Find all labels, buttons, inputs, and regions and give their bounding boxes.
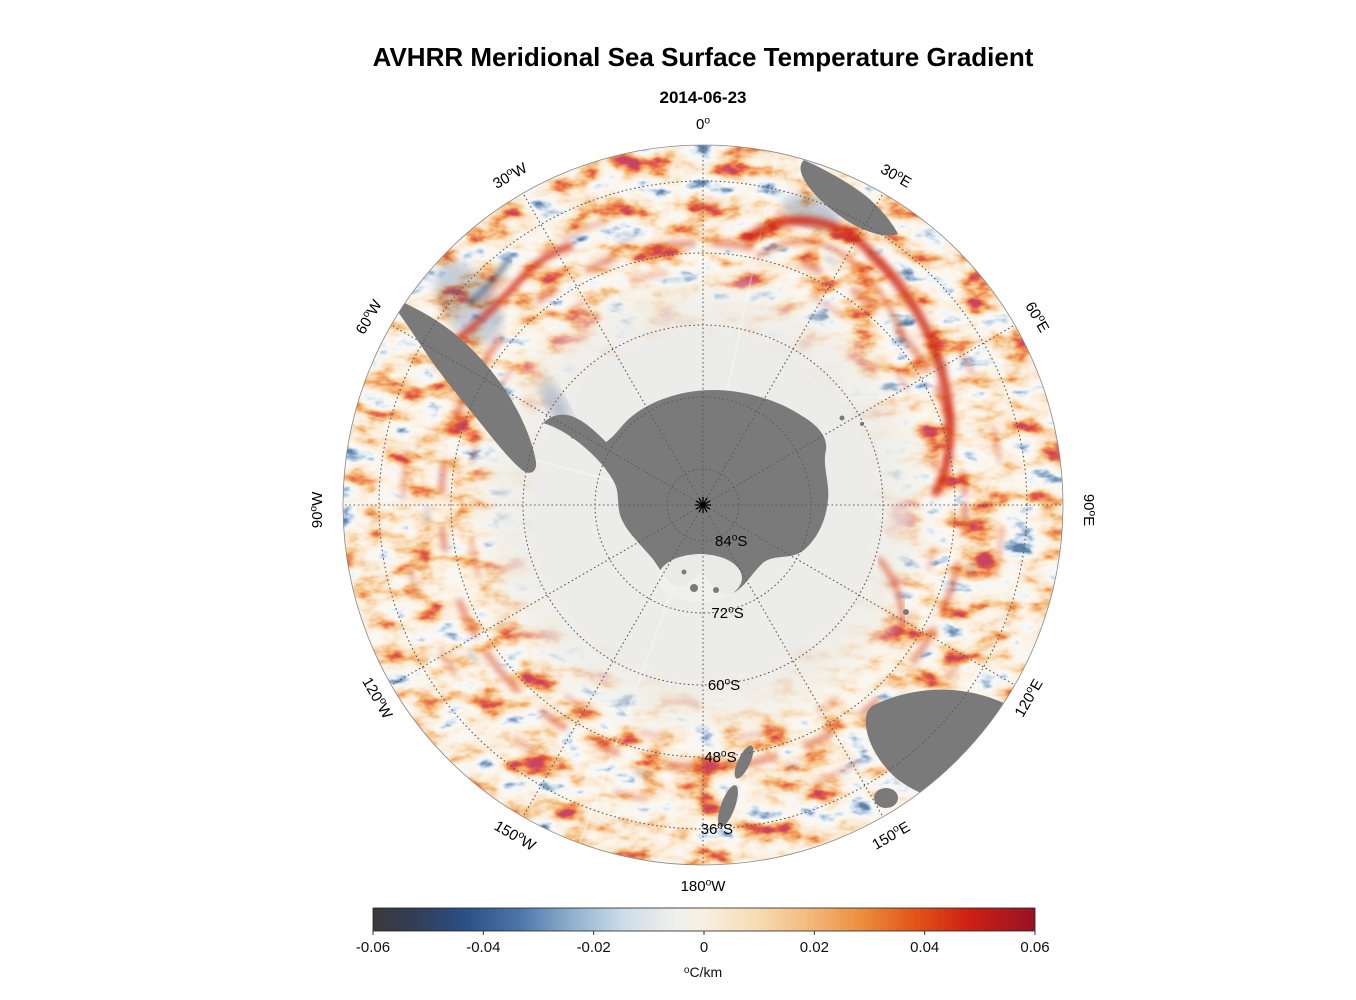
colorbar-tick-label: 0 xyxy=(700,939,708,956)
island-south-shetland xyxy=(570,433,576,439)
longitude-label: 180oW xyxy=(681,877,727,895)
colorbar-tick-label: -0.06 xyxy=(356,939,390,956)
latitude-ring xyxy=(666,468,740,542)
colorbar-unit-label: oC/km xyxy=(684,964,722,980)
latitude-ring xyxy=(522,324,884,686)
land-south-america xyxy=(392,300,537,473)
latitude-label: 84oS xyxy=(715,532,747,550)
longitude-label: 60oE xyxy=(1021,299,1053,336)
colorbar-gradient xyxy=(372,907,1036,932)
longitude-spoke xyxy=(522,192,704,506)
colorbar-ticks: -0.06 -0.04 -0.02 0 0.02 0.04 0.06 xyxy=(356,931,1050,956)
latitude-label: 72oS xyxy=(711,604,743,622)
longitude-label: 30oE xyxy=(877,160,914,192)
longitude-spoke xyxy=(702,192,884,506)
longitude-label: 90oE xyxy=(1080,494,1098,526)
longitude-spoke xyxy=(702,504,1016,686)
land-tasmania xyxy=(874,788,898,808)
island-kerguelen xyxy=(903,609,909,615)
longitude-label: 90oW xyxy=(308,491,326,528)
colorbar-tick-label: 0.06 xyxy=(1020,939,1049,956)
colorbar-tick-label: -0.04 xyxy=(466,939,500,956)
latitude-label: 36oS xyxy=(701,820,733,838)
confluence-front xyxy=(448,242,574,348)
latitude-ring xyxy=(378,180,1028,830)
pole-marker xyxy=(695,497,711,513)
latitude-ring xyxy=(450,252,956,758)
ross-ice-shelf xyxy=(658,554,742,602)
island-crozet xyxy=(839,415,845,421)
colorbar-tick-label: 0.04 xyxy=(910,939,939,956)
longitude-spoke xyxy=(390,324,704,506)
longitude-spoke xyxy=(702,324,1016,506)
latitude-label: 60oS xyxy=(708,676,740,694)
latitude-label: 48oS xyxy=(704,748,736,766)
longitude-spoke xyxy=(522,504,704,818)
land-antarctica xyxy=(543,390,829,595)
agulhas-front xyxy=(743,216,955,497)
figure-date: 2014-06-23 xyxy=(659,88,747,107)
frontal-features xyxy=(448,216,955,631)
land-africa xyxy=(800,160,898,236)
colorbar-tick-label: 0.02 xyxy=(800,939,829,956)
map-boundary xyxy=(342,144,1064,866)
longitude-label: 150oE xyxy=(869,818,913,854)
graticule xyxy=(342,144,1064,866)
longitude-spoke xyxy=(390,504,704,686)
agulhas-front-inner xyxy=(755,238,905,337)
longitude-label: 0o xyxy=(696,115,710,133)
land-new-zealand-south xyxy=(718,785,738,827)
land-new-zealand-north xyxy=(734,745,754,779)
pole-asterisk-arm xyxy=(698,497,708,513)
colorbar-tick-label: -0.02 xyxy=(577,939,611,956)
confluence-cold-eddy xyxy=(467,257,511,305)
longitude-spoke xyxy=(702,504,884,818)
longitude-label: 30oW xyxy=(490,159,531,193)
colorbar: -0.06 -0.04 -0.02 0 0.02 0.04 0.06 oC/km xyxy=(356,907,1050,980)
longitude-label: 150oW xyxy=(491,817,539,855)
campbell-front xyxy=(877,557,906,631)
figure-title: AVHRR Meridional Sea Surface Temperature… xyxy=(372,42,1034,72)
longitude-label: 60oW xyxy=(352,296,386,337)
